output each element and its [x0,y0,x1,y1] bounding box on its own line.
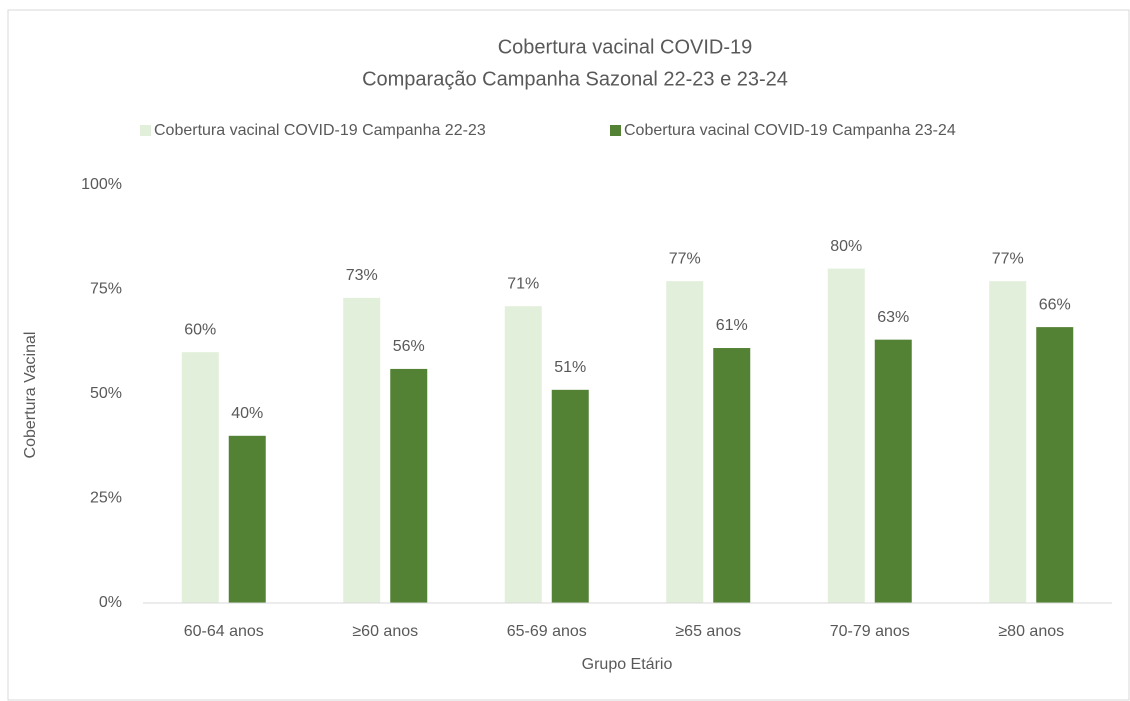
value-label: 80% [830,238,862,255]
x-tick-label: 65-69 anos [507,623,587,640]
x-axis-label: Grupo Etário [582,656,673,673]
bar [827,268,865,603]
value-label: 40% [231,405,263,422]
value-label: 56% [393,338,425,355]
chart-subtitle: Comparação Campanha Sazonal 22-23 e 23-2… [362,68,788,90]
legend-label: Cobertura vacinal COVID-19 Campanha 23-2… [624,122,956,139]
x-tick-label: ≥60 anos [352,623,418,640]
y-tick-label: 75% [90,281,122,298]
value-label: 60% [184,321,216,338]
legend-swatch [140,125,151,136]
value-label: 63% [877,309,909,326]
chart-title: Cobertura vacinal COVID-19 [498,36,753,58]
bar [504,306,542,603]
bar [228,435,266,603]
bar [989,281,1027,603]
bar [713,348,751,603]
legend-swatch [610,125,621,136]
y-tick-label: 50% [90,385,122,402]
value-label: 66% [1039,296,1071,313]
legend-label: Cobertura vacinal COVID-19 Campanha 22-2… [154,122,486,139]
y-tick-label: 0% [99,594,122,611]
bar [666,281,704,603]
bar [343,297,381,603]
bar [181,352,219,603]
value-label: 51% [554,359,586,376]
value-label: 77% [992,250,1024,267]
x-tick-label: ≥80 anos [998,623,1064,640]
x-tick-label: 60-64 anos [184,623,264,640]
value-label: 71% [507,275,539,292]
value-label: 61% [716,317,748,334]
value-label: 73% [346,267,378,284]
y-axis-label: Cobertura Vacinal [22,332,39,459]
bar [390,368,428,603]
y-tick-label: 25% [90,490,122,507]
bar [551,389,589,603]
bar [874,339,912,603]
y-tick-label: 100% [81,176,122,193]
x-tick-label: ≥65 anos [675,623,741,640]
x-tick-label: 70-79 anos [830,623,910,640]
bar [1036,327,1074,603]
value-label: 77% [669,250,701,267]
